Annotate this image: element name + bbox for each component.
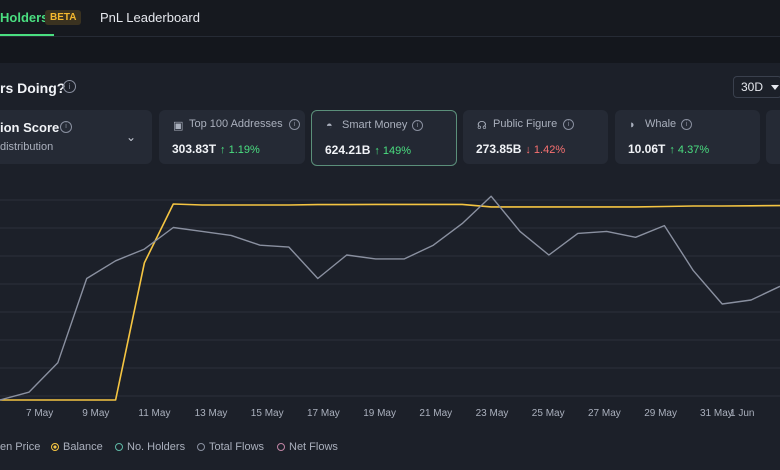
card-value-number: 273.85B <box>476 142 522 156</box>
score-card-subtitle: distribution <box>0 141 54 153</box>
legend-dot-icon <box>51 443 59 451</box>
card-value-number: 624.21B <box>325 143 371 157</box>
legend-net-flows[interactable]: Net Flows <box>277 441 338 453</box>
card-change: ↑ 1.19% <box>220 144 260 156</box>
info-icon[interactable]: i <box>60 121 72 133</box>
x-tick-label: 25 May <box>531 408 565 419</box>
card-label: Public Figure <box>493 118 558 130</box>
time-range-select[interactable]: 30D <box>733 76 780 98</box>
x-tick-label: 27 May <box>588 408 621 419</box>
info-icon[interactable]: i <box>681 119 692 130</box>
holder-card-smart-money[interactable]: ◓ Smart Money i 624.21B ↑ 149% <box>311 110 457 166</box>
tab-holders-label: Holders <box>0 10 49 25</box>
card-change: ↑ 4.37% <box>669 144 710 156</box>
legend-label: Balance <box>63 441 103 453</box>
x-tick-label: 13 May <box>194 408 228 419</box>
x-tick-label: 19 May <box>363 408 396 419</box>
legend-dot-icon <box>115 443 123 451</box>
chevron-down-icon[interactable]: ⌄ <box>126 130 137 144</box>
legend-dot-icon <box>197 443 205 451</box>
holder-card-whale[interactable]: ◗ Whale i 10.06T ↑ 4.37% <box>615 110 760 164</box>
active-tab-underline <box>0 34 55 36</box>
time-range-value: 30D <box>741 80 764 94</box>
legend-label: en Price <box>0 441 41 453</box>
wallet-icon: ▣ <box>173 120 184 132</box>
top-tab-bar: Holders BETA PnL Leaderboard <box>0 0 780 37</box>
legend-dot-icon <box>277 443 285 451</box>
whale-icon: ◗ <box>629 119 636 131</box>
x-tick-label: 31 May <box>700 408 733 419</box>
card-value-number: 303.83T <box>172 142 217 156</box>
smart-money-icon: ◓ <box>326 120 333 132</box>
legend-token-price[interactable]: en Price <box>0 441 40 453</box>
legend-label: No. Holders <box>127 441 186 453</box>
x-tick-label: 29 May <box>644 408 677 419</box>
holders-line-chart <box>0 195 780 401</box>
card-value-number: 10.06T <box>628 142 666 156</box>
info-icon[interactable]: i <box>63 80 76 93</box>
card-label: Smart Money <box>342 119 408 131</box>
info-icon[interactable]: i <box>289 119 300 130</box>
info-icon[interactable]: i <box>412 120 423 131</box>
card-value: 303.83T ↑ 1.19% <box>172 142 260 156</box>
x-tick-label: 7 May <box>26 408 54 419</box>
legend-label: Total Flows <box>209 441 265 453</box>
beta-badge: BETA <box>45 10 82 25</box>
section-divider <box>0 37 780 63</box>
legend-balance[interactable]: Balance <box>51 441 103 453</box>
x-tick-label: 1 Jun <box>730 408 755 419</box>
holder-card-top100[interactable]: ▣ Top 100 Addresses i 303.83T ↑ 1.19% <box>159 110 305 164</box>
card-label: Top 100 Addresses <box>189 118 283 130</box>
token-price-series-line <box>0 195 780 401</box>
holder-card-public-figure[interactable]: ☊ Public Figure i 273.85B ↓ 1.42% <box>463 110 608 164</box>
x-tick-label: 21 May <box>419 408 453 419</box>
holder-card-partial[interactable] <box>766 110 780 164</box>
x-tick-label: 11 May <box>138 408 171 419</box>
card-change: ↑ 149% <box>374 145 412 157</box>
section-title: rs Doing? <box>0 80 66 96</box>
chevron-down-icon <box>771 85 779 90</box>
x-tick-label: 17 May <box>307 408 340 419</box>
x-tick-label: 9 May <box>82 408 110 419</box>
legend-holders[interactable]: No. Holders <box>115 441 185 453</box>
info-icon[interactable]: i <box>563 119 574 130</box>
balance-series-line <box>0 203 780 401</box>
score-card[interactable]: ion Score i distribution ⌄ <box>0 110 152 164</box>
card-value: 273.85B ↓ 1.42% <box>476 142 565 156</box>
card-value: 624.21B ↑ 149% <box>325 143 411 157</box>
public-figure-icon: ☊ <box>477 120 487 132</box>
tab-holders[interactable]: Holders <box>0 10 55 36</box>
score-card-title: ion Score <box>0 120 60 135</box>
legend-label: Net Flows <box>289 441 338 453</box>
card-label: Whale <box>645 118 677 130</box>
x-tick-label: 15 May <box>250 408 284 419</box>
x-tick-label: 23 May <box>475 408 509 419</box>
card-value: 10.06T ↑ 4.37% <box>628 142 709 156</box>
legend-total-flows[interactable]: Total Flows <box>197 441 264 453</box>
card-change: ↓ 1.42% <box>525 144 566 156</box>
tab-pnl-leaderboard[interactable]: PnL Leaderboard <box>100 10 200 25</box>
